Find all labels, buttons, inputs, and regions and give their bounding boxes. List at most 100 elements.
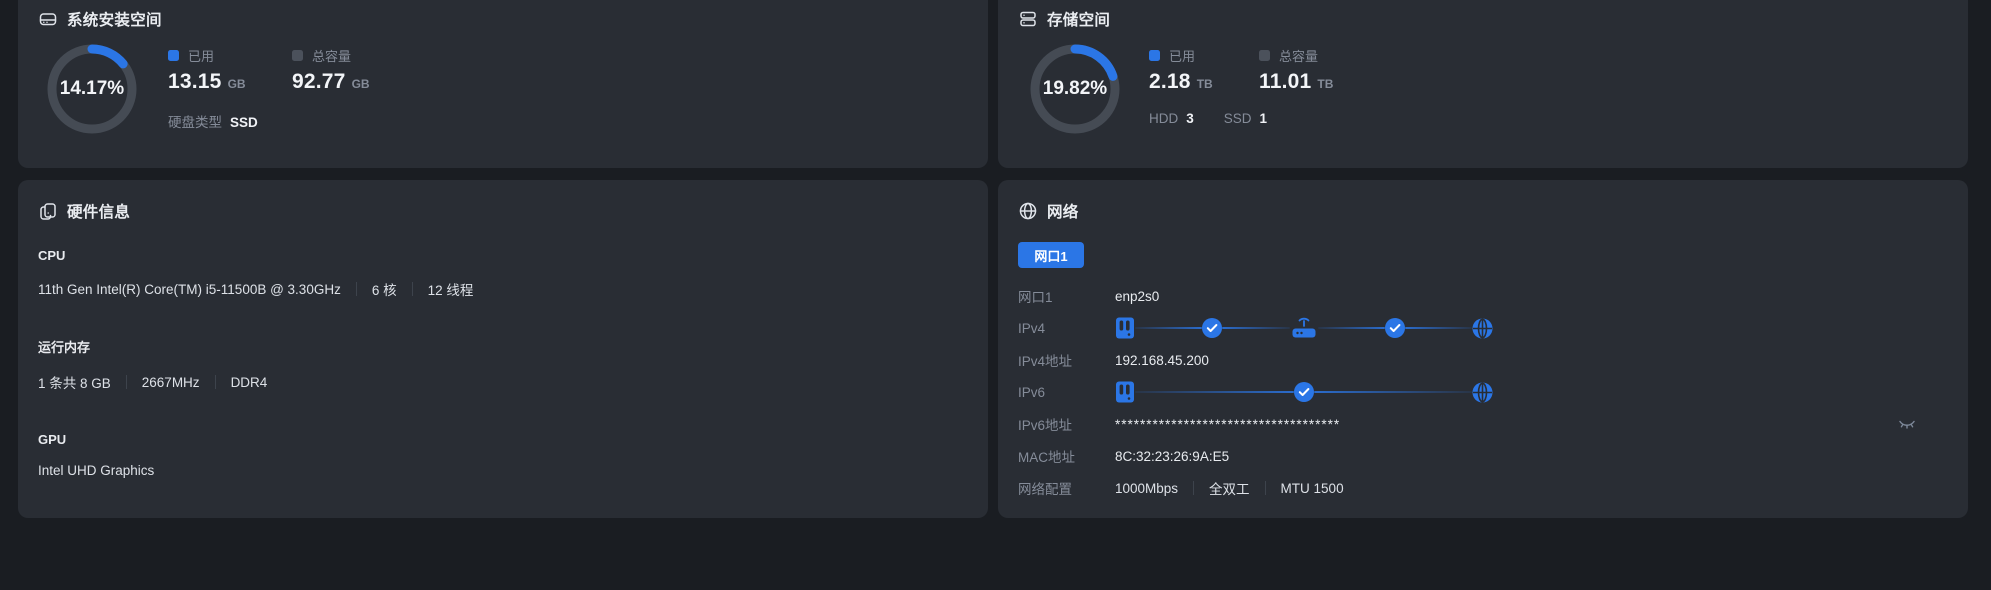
list-item: Intel UHD Graphics xyxy=(38,463,155,478)
link-segment xyxy=(1222,327,1290,329)
list-item: 1 条共 8 GB xyxy=(38,376,111,391)
ssd-count: 1 xyxy=(1259,111,1268,126)
ipv6-connectivity-diagram xyxy=(1115,380,1493,404)
server-stack-icon xyxy=(1020,11,1036,27)
system-space-card: 系统安装空间 14.17% 已用 13.15 GB xyxy=(18,0,988,168)
used-unit: TB xyxy=(1196,77,1213,91)
donut-used-arc xyxy=(1030,44,1120,134)
list-item: 全双工 xyxy=(1209,482,1250,497)
disk-count-row: HDD 3 SSD 1 xyxy=(1149,111,1383,126)
usage-percent: 14.17% xyxy=(59,78,125,99)
usage-percent: 19.82% xyxy=(1042,78,1108,99)
list-item: 6 核 xyxy=(371,283,397,298)
network-header: 网络 xyxy=(1018,200,1948,222)
donut-used-arc xyxy=(47,44,137,134)
hardware-icon xyxy=(40,203,56,220)
ram-details: 1 条共 8 GB 2667MHz DDR4 xyxy=(38,372,968,392)
used-label: 已用 xyxy=(188,49,215,64)
used-value: 2.18 xyxy=(1149,70,1191,93)
ipv4-address-row: IPv4地址 192.168.45.200 xyxy=(1018,344,1948,376)
hardware-info-card: 硬件信息 CPU 11th Gen Intel(R) Core(TM) i5-1… xyxy=(18,180,988,518)
gpu-details: Intel UHD Graphics xyxy=(38,463,968,478)
total-label: 总容量 xyxy=(312,49,352,64)
link-segment xyxy=(1317,327,1385,329)
used-unit: GB xyxy=(227,77,246,91)
storage-usage-donut: 19.82% xyxy=(1027,41,1123,137)
total-column: 总容量 92.77 GB xyxy=(292,46,416,94)
ipv6-status-row: IPv6 xyxy=(1018,376,1948,408)
hardware-info-header: 硬件信息 xyxy=(38,200,968,222)
network-config-label: 网络配置 xyxy=(1018,482,1072,497)
system-space-header: 系统安装空间 xyxy=(38,8,968,30)
disk-type-value: SSD xyxy=(230,115,258,130)
total-unit: GB xyxy=(351,77,370,91)
router-icon xyxy=(1292,317,1315,338)
port-value: enp2s0 xyxy=(1115,288,1160,304)
used-legend-swatch xyxy=(168,50,179,61)
cpu-heading: CPU xyxy=(38,248,66,263)
gpu-heading: GPU xyxy=(38,432,67,447)
list-item: DDR4 xyxy=(230,374,268,390)
total-value: 11.01 xyxy=(1259,70,1312,93)
used-value: 13.15 xyxy=(168,70,222,93)
system-usage-donut: 14.17% xyxy=(44,41,140,137)
nas-icon xyxy=(1116,381,1134,403)
ssd-label: SSD xyxy=(1223,111,1252,126)
card-title: 硬件信息 xyxy=(67,204,131,221)
mac-address-label: MAC地址 xyxy=(1018,450,1075,465)
mac-address-row: MAC地址 8C:32:23:26:9A:E5 xyxy=(1018,440,1948,472)
check-circle-icon xyxy=(1202,318,1223,338)
ipv6-label: IPv6 xyxy=(1018,384,1046,400)
check-circle-icon xyxy=(1384,318,1405,338)
link-segment xyxy=(1313,391,1472,393)
tab-port1[interactable]: 网口1 xyxy=(1018,242,1084,268)
divider xyxy=(125,375,127,389)
card-title: 网络 xyxy=(1047,204,1079,221)
list-item: MTU 1500 xyxy=(1280,480,1344,496)
link-segment xyxy=(1404,327,1472,329)
eye-closed-icon[interactable] xyxy=(1898,417,1916,431)
used-legend-swatch xyxy=(1149,50,1160,61)
internet-globe-icon xyxy=(1472,382,1493,402)
storage-space-card: 存储空间 19.82% 已用 2.18 TB xyxy=(998,0,1968,168)
port-row: 网口1 enp2s0 xyxy=(1018,280,1948,312)
ipv4-label: IPv4 xyxy=(1018,320,1046,336)
network-config-row: 网络配置 1000Mbps 全双工 MTU 1500 xyxy=(1018,472,1948,504)
divider xyxy=(411,282,413,296)
mac-address-value: 8C:32:23:26:9A:E5 xyxy=(1115,448,1230,464)
card-title: 存储空间 xyxy=(1047,12,1111,29)
link-segment xyxy=(1135,327,1203,329)
divider xyxy=(1264,481,1266,495)
ipv4-address-value: 192.168.45.200 xyxy=(1115,352,1209,368)
used-label: 已用 xyxy=(1169,49,1196,64)
used-column: 已用 13.15 GB xyxy=(168,46,292,94)
total-legend-swatch xyxy=(292,50,303,61)
ipv4-address-label: IPv4地址 xyxy=(1018,354,1073,369)
divider xyxy=(355,282,357,296)
total-legend-swatch xyxy=(1259,50,1270,61)
ipv6-address-value: ************************************ xyxy=(1115,416,1341,432)
link-segment xyxy=(1135,391,1294,393)
list-item: 2667MHz xyxy=(141,374,200,390)
ram-heading: 运行内存 xyxy=(38,340,91,355)
port-label: 网口1 xyxy=(1018,290,1053,305)
nas-icon xyxy=(1116,317,1134,339)
list-item: 1000Mbps xyxy=(1115,480,1179,496)
divider xyxy=(1193,481,1195,495)
hdd-count: 3 xyxy=(1186,111,1194,126)
used-column: 已用 2.18 TB xyxy=(1149,46,1259,94)
total-column: 总容量 11.01 TB xyxy=(1259,46,1383,94)
ipv4-connectivity-diagram xyxy=(1115,316,1493,340)
check-circle-icon xyxy=(1293,382,1314,402)
network-card: 网络 网口1 网口1 enp2s0 IPv4 xyxy=(998,180,1968,518)
hdd-label: HDD xyxy=(1149,111,1179,126)
storage-space-header: 存储空间 xyxy=(1018,8,1948,30)
hard-drive-icon xyxy=(39,13,57,26)
ipv4-status-row: IPv4 xyxy=(1018,312,1948,344)
total-unit: TB xyxy=(1317,77,1334,91)
internet-globe-icon xyxy=(1472,318,1493,338)
globe-outline-icon xyxy=(1019,202,1037,220)
disk-type-row: 硬盘类型 SSD xyxy=(168,111,416,131)
list-item: 11th Gen Intel(R) Core(TM) i5-11500B @ 3… xyxy=(38,281,341,297)
total-value: 92.77 xyxy=(292,70,346,93)
